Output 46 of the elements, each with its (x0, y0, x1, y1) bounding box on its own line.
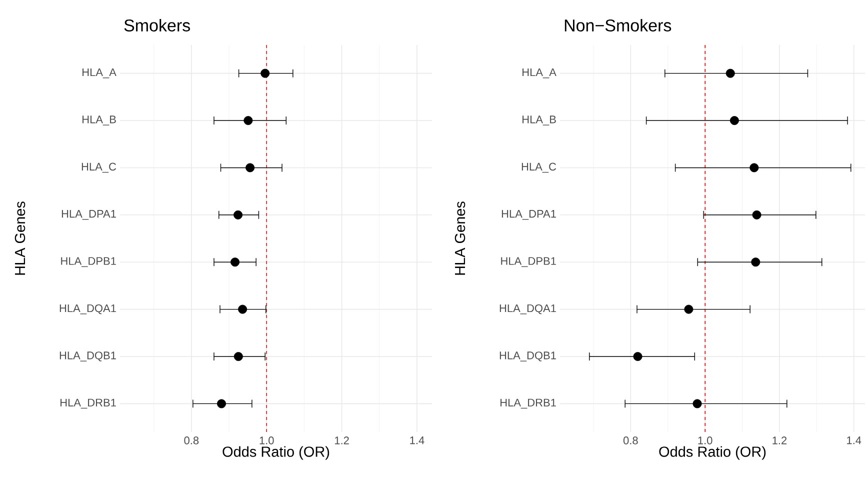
y-tick-label: HLA_DQA1 (60, 304, 116, 314)
point (234, 210, 243, 220)
y-tick-label: HLA_DPB1 (61, 257, 116, 267)
y-axis-title: HLA Genes (454, 202, 466, 275)
y-tick-label: HLA_DQA1 (500, 304, 556, 314)
y-tick-label: HLA_DQB1 (60, 352, 116, 362)
chart-title: Smokers (124, 19, 190, 32)
x-axis-title: Odds Ratio (OR) (222, 446, 330, 460)
x-tick-label: 1.4 (410, 436, 424, 444)
y-axis-title: HLA Genes (14, 202, 26, 275)
x-axis-title: Odds Ratio (OR) (659, 446, 766, 460)
x-tick-label: 0.8 (184, 436, 199, 444)
y-tick-label: HLA_A (522, 68, 556, 78)
y-tick-label: HLA_B (82, 116, 116, 126)
y-tick-label: HLA_C (522, 162, 556, 173)
point (751, 258, 760, 267)
x-tick-label: 1.0 (260, 436, 274, 444)
point (730, 116, 739, 126)
point (684, 304, 694, 314)
x-tick-label: 1.0 (698, 436, 712, 444)
point (230, 258, 240, 267)
point (246, 163, 255, 172)
point (216, 399, 226, 408)
y-tick-label: HLA_B (522, 116, 556, 126)
y-tick-label: HLA_DRB1 (500, 398, 556, 409)
point (238, 304, 248, 314)
y-tick-label: HLA_DRB1 (60, 398, 116, 409)
x-tick-label: 1.2 (772, 436, 787, 444)
point (244, 116, 253, 126)
point (633, 352, 642, 361)
y-tick-label: HLA_A (82, 68, 116, 78)
y-tick-label: HLA_DPA1 (502, 210, 556, 220)
point (726, 68, 735, 78)
point (260, 68, 270, 78)
y-tick-label: HLA_DQB1 (500, 352, 556, 362)
x-tick-label: 1.2 (334, 436, 349, 444)
point (750, 163, 759, 172)
y-tick-label: HLA_C (82, 162, 116, 173)
x-tick-label: 0.8 (623, 436, 638, 444)
point (752, 210, 762, 220)
y-tick-label: HLA_DPA1 (62, 210, 116, 220)
point (692, 399, 702, 408)
y-tick-label: HLA_DPB1 (501, 257, 556, 267)
x-tick-label: 1.4 (847, 436, 862, 444)
chart-title: Non−Smokers (564, 19, 672, 32)
point (234, 352, 243, 361)
